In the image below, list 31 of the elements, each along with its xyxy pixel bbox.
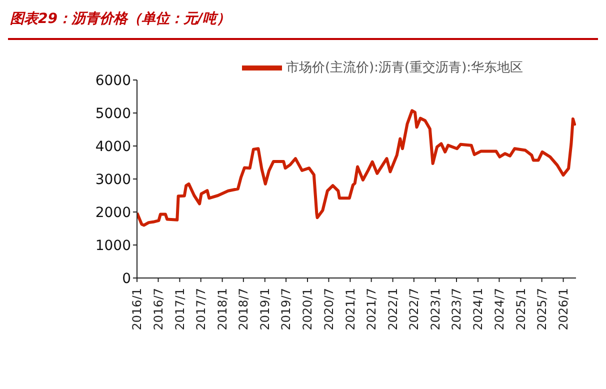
x-tick-label: 2018/7 <box>236 288 251 330</box>
y-tick-label: 1000 <box>95 238 131 254</box>
x-tick-label: 2017/1 <box>172 288 187 330</box>
x-tick-label: 2017/7 <box>194 288 208 330</box>
x-tick-label: 2026/1 <box>556 288 570 330</box>
line-series <box>137 109 576 227</box>
y-tick-label: 4000 <box>95 138 131 155</box>
x-tick-label: 2016/7 <box>151 288 166 330</box>
x-tick-label: 2016/1 <box>130 288 144 330</box>
x-tick-label: 2019/7 <box>279 288 294 330</box>
x-tick-label: 2021/1 <box>343 288 358 330</box>
x-tick-label: 2020/7 <box>322 288 336 330</box>
x-tick-label: 2018/1 <box>216 288 230 330</box>
x-tick-label: 2025/7 <box>535 288 550 330</box>
legend-label: 市场价(主流价):沥青(重交沥青):华东地区 <box>286 60 524 76</box>
y-tick-label: 2000 <box>95 204 131 221</box>
x-tick-label: 2023/7 <box>450 288 464 330</box>
x-tick-label: 2022/1 <box>386 288 400 330</box>
x-tick-label: 2025/1 <box>514 288 528 330</box>
y-tick-label: 3000 <box>95 172 131 188</box>
y-tick-label: 0 <box>122 270 131 287</box>
x-tick-label: 2019/1 <box>258 288 272 330</box>
x-tick-label: 2023/1 <box>428 288 443 330</box>
y-tick-label: 5000 <box>95 106 131 122</box>
x-tick-label: 2020/1 <box>300 288 315 330</box>
x-tick-label: 2024/1 <box>471 288 486 330</box>
x-tick-label: 2021/7 <box>364 288 379 330</box>
chart-title: 图表29：沥青价格（单位：元/吨） <box>8 8 598 40</box>
y-tick-label: 6000 <box>95 72 131 89</box>
x-tick-label: 2024/7 <box>492 288 506 330</box>
x-tick-label: 2022/7 <box>407 288 422 330</box>
